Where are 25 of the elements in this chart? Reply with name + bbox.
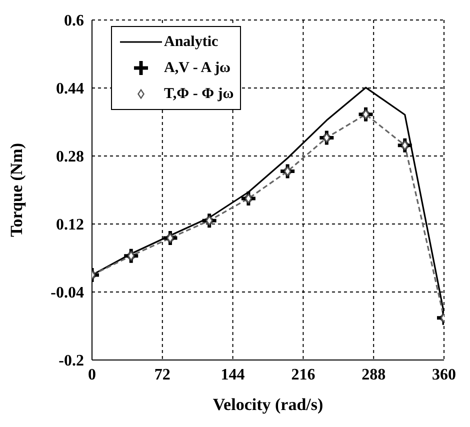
y-tick-label: -0.04 (50, 284, 84, 302)
x-axis-title: Velocity (rad/s) (212, 395, 324, 414)
legend-label: Analytic (164, 34, 218, 50)
x-tick-label: 72 (154, 366, 170, 384)
x-tick-label: 288 (362, 366, 386, 384)
x-tick-label: 216 (291, 366, 316, 384)
y-tick-label: 0.6 (64, 12, 84, 30)
y-tick-label: 0.28 (56, 148, 84, 166)
point (357, 106, 375, 124)
point (318, 128, 336, 146)
point (278, 162, 296, 180)
x-tick-label: 144 (220, 366, 245, 384)
point (161, 229, 179, 247)
legend-label: A,V - A jω (164, 60, 231, 76)
y-tick-label: 0.12 (56, 216, 84, 234)
x-tick-label: 0 (88, 366, 96, 384)
y-tick-label: 0.44 (56, 80, 84, 98)
y-axis-title: Torque (Nm) (7, 143, 26, 237)
point (200, 212, 218, 230)
legend-label: T,Φ - Φ jω (164, 86, 234, 102)
x-tick-label: 360 (432, 366, 456, 384)
point (122, 247, 140, 265)
y-tick-label: -0.2 (58, 352, 84, 370)
point (396, 136, 414, 154)
point (240, 190, 258, 208)
